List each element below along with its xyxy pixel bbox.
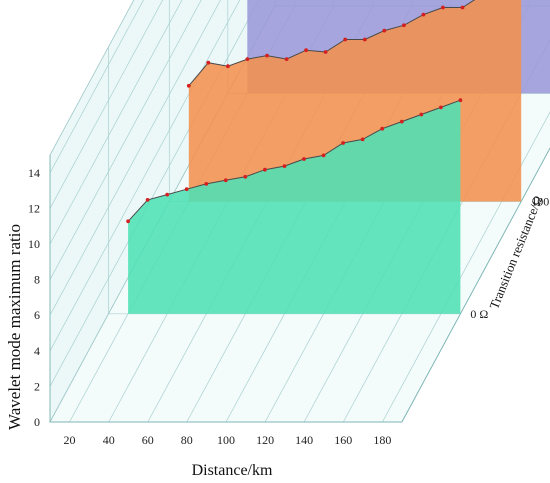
x-tick-label: 40 <box>103 433 115 447</box>
y-gridline <box>49 0 221 316</box>
x-axis-ticks: 20 40 60 80 100 120 140 160 180 <box>64 433 392 447</box>
data-point <box>399 119 404 124</box>
data-point <box>126 219 130 224</box>
y-tick-label: 4 <box>34 344 40 358</box>
data-point <box>321 153 326 158</box>
data-point <box>323 50 328 54</box>
data-point <box>263 167 267 172</box>
data-point <box>402 23 406 28</box>
x-tick-label: 20 <box>64 433 76 447</box>
z-tick-label: 100 Ω <box>531 195 550 209</box>
y-tick-label: 2 <box>34 379 40 393</box>
y-axis-ticks: 0 2 4 6 8 10 12 14 <box>28 166 40 429</box>
y-axis-title: Wavelet mode maximum ratio <box>5 224 24 430</box>
y-tick-label: 0 <box>34 415 40 429</box>
data-point <box>204 182 209 186</box>
y-gridline <box>49 0 144 173</box>
data-point <box>421 12 426 17</box>
x-tick-label: 80 <box>181 433 193 447</box>
data-point <box>362 37 367 42</box>
series-area <box>128 100 461 314</box>
data-point <box>265 53 269 58</box>
y-tick-label: 8 <box>34 273 40 287</box>
x-tick-label: 100 <box>217 433 235 447</box>
x-tick-label: 140 <box>295 433 313 447</box>
y-gridline <box>49 0 202 280</box>
series-0 <box>126 98 463 314</box>
data-point <box>186 83 191 88</box>
x-tick-label: 180 <box>373 433 391 447</box>
data-point <box>184 187 189 192</box>
data-point <box>343 37 348 42</box>
data-point <box>245 57 250 61</box>
data-point <box>243 174 248 179</box>
chart-series <box>126 0 550 314</box>
y-gridline <box>49 0 164 209</box>
data-point <box>441 5 445 10</box>
y-gridline <box>49 0 241 351</box>
series-line <box>188 0 476 87</box>
chart-front-edges <box>49 147 550 423</box>
data-point <box>165 192 170 197</box>
x-tick-label: 160 <box>334 433 352 447</box>
data-point <box>284 57 289 61</box>
data-point <box>460 5 465 10</box>
data-point <box>380 126 385 131</box>
data-point <box>458 98 463 103</box>
data-point <box>439 105 443 110</box>
x-tick-label: 120 <box>256 433 274 447</box>
data-point <box>382 28 387 33</box>
y-tick-label: 12 <box>28 201 40 215</box>
data-point <box>145 198 150 202</box>
y-tick-label: 14 <box>28 166 40 180</box>
y-gridline <box>49 0 260 387</box>
data-point <box>206 60 211 65</box>
series-line <box>127 99 461 222</box>
z-tick-label: 0 Ω <box>470 307 488 321</box>
data-point <box>304 48 308 53</box>
data-point <box>282 164 287 169</box>
data-point <box>341 141 345 145</box>
y-tick-label: 6 <box>34 308 40 322</box>
data-point <box>360 137 365 142</box>
data-point <box>419 112 424 117</box>
x-tick-label: 60 <box>142 433 154 447</box>
front-edge <box>49 147 550 423</box>
x-axis-title: Distance/km <box>192 462 273 479</box>
data-point <box>226 64 230 69</box>
y-gridline <box>49 0 183 245</box>
y-tick-label: 10 <box>28 237 40 251</box>
data-point <box>223 178 228 183</box>
data-point <box>302 157 306 161</box>
